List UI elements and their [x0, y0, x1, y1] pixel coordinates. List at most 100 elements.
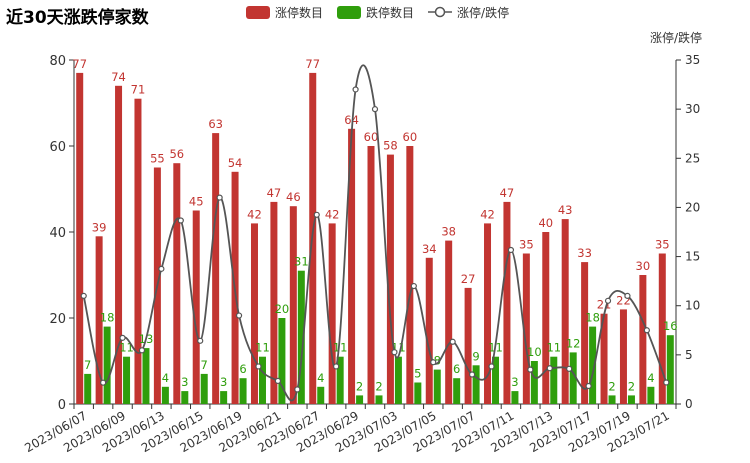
bar-up-label: 47 — [267, 186, 282, 200]
bar-down-label: 5 — [414, 367, 421, 381]
legend-item-ratio[interactable]: 涨停/跌停 — [428, 4, 509, 21]
ratio-point — [488, 363, 495, 370]
ratio-point — [527, 366, 534, 373]
bar-down — [414, 382, 422, 404]
bar-up — [250, 223, 258, 404]
legend-item-down[interactable]: 跌停数目 — [337, 4, 414, 21]
bar-up-label: 27 — [461, 272, 476, 286]
ratio-point — [294, 386, 301, 393]
legend: 涨停数目 跌停数目 涨停/跌停 — [246, 4, 523, 20]
y2-axis-title: 涨停/跌停 — [650, 30, 702, 45]
bar-down — [647, 386, 655, 404]
ratio-point — [313, 211, 320, 218]
bar-down-label: 20 — [275, 302, 290, 316]
ratio-point — [352, 86, 359, 93]
y2-tick-label: 20 — [685, 200, 700, 214]
bar-down — [142, 348, 150, 404]
bar-down-label: 11 — [333, 341, 348, 355]
bar-up — [581, 262, 589, 404]
bar-down — [220, 391, 228, 404]
bar-down — [550, 356, 558, 404]
ratio-point — [235, 312, 243, 319]
y2-tick-label: 35 — [685, 53, 700, 67]
bar-up-label: 40 — [538, 216, 553, 230]
bar-down-label: 9 — [472, 349, 479, 363]
ratio-point — [255, 363, 262, 370]
bar-down — [569, 352, 577, 404]
ratio-point — [507, 246, 515, 254]
bar-up-label: 39 — [92, 220, 107, 234]
bar-up-label: 34 — [422, 242, 437, 256]
legend-label-ratio: 涨停/跌停 — [457, 5, 510, 20]
ratio-point — [371, 106, 379, 113]
bar-up — [639, 275, 647, 404]
bar-down — [492, 356, 500, 404]
bar-down-label: 11 — [546, 341, 561, 355]
bar-down-label: 3 — [181, 375, 188, 389]
bar-down — [589, 326, 597, 404]
bar-down-label: 11 — [255, 341, 270, 355]
bar-up — [406, 146, 414, 404]
bar-down-label: 2 — [375, 379, 382, 393]
bar-down-label: 3 — [220, 375, 227, 389]
bar-down — [375, 395, 383, 404]
bar-up-label: 30 — [636, 259, 651, 273]
bar-down — [161, 386, 169, 404]
bar-down — [472, 365, 480, 404]
ratio-point — [624, 292, 631, 299]
bar-down — [511, 391, 519, 404]
bar-up — [348, 128, 356, 405]
bar-down — [627, 395, 635, 404]
bar-down-label: 2 — [628, 379, 635, 393]
bar-up-label: 77 — [305, 57, 320, 71]
bar-up-label: 74 — [111, 70, 126, 84]
bar-down — [123, 356, 131, 404]
ratio-point — [430, 359, 437, 366]
bar-down — [181, 391, 189, 404]
bar-up — [270, 201, 278, 404]
bar-up-label: 43 — [558, 203, 573, 217]
ratio-point — [177, 217, 184, 224]
bar-up-label: 71 — [131, 83, 146, 97]
bar-up-label: 35 — [519, 238, 534, 252]
bar-up — [134, 98, 142, 404]
bar-down — [278, 318, 286, 404]
bar-down — [103, 326, 111, 404]
bar-up — [115, 85, 123, 405]
bar-down-label: 11 — [119, 341, 134, 355]
bar-down-label: 31 — [294, 255, 309, 269]
bar-down — [356, 395, 364, 404]
bar-down-label: 3 — [511, 375, 518, 389]
bar-up-label: 47 — [500, 186, 515, 200]
y-tick-label: 20 — [49, 312, 66, 327]
bar-down — [84, 373, 92, 404]
bar-up — [95, 236, 103, 404]
bar-up-label: 42 — [247, 207, 262, 221]
bar-up — [212, 133, 220, 404]
bar-up — [386, 154, 394, 404]
bar-down-label: 4 — [647, 371, 654, 385]
y2-tick-label: 5 — [685, 348, 693, 362]
ratio-point — [585, 382, 592, 390]
bar-up — [542, 232, 550, 404]
legend-item-up[interactable]: 涨停数目 — [246, 4, 323, 21]
y2-tick-label: 30 — [685, 102, 700, 116]
ratio-point — [604, 297, 612, 304]
bar-up — [425, 257, 433, 404]
bar-up — [367, 146, 375, 404]
y2-tick-label: 25 — [685, 151, 700, 165]
bar-up — [484, 223, 492, 404]
legend-swatch-down — [337, 5, 362, 19]
ratio-point — [643, 327, 650, 334]
legend-label-down: 跌停数目 — [366, 5, 415, 20]
bar-up — [289, 206, 297, 404]
bar-up-label: 35 — [655, 238, 670, 252]
ratio-point — [566, 365, 573, 372]
legend-swatch-up — [246, 5, 270, 19]
bar-up — [445, 240, 453, 404]
bar-up-label: 58 — [383, 139, 398, 153]
bar-up-label: 42 — [480, 207, 495, 221]
y2-tick-label: 0 — [685, 397, 693, 411]
bar-down — [200, 373, 208, 404]
bar-down-label: 4 — [317, 371, 324, 385]
